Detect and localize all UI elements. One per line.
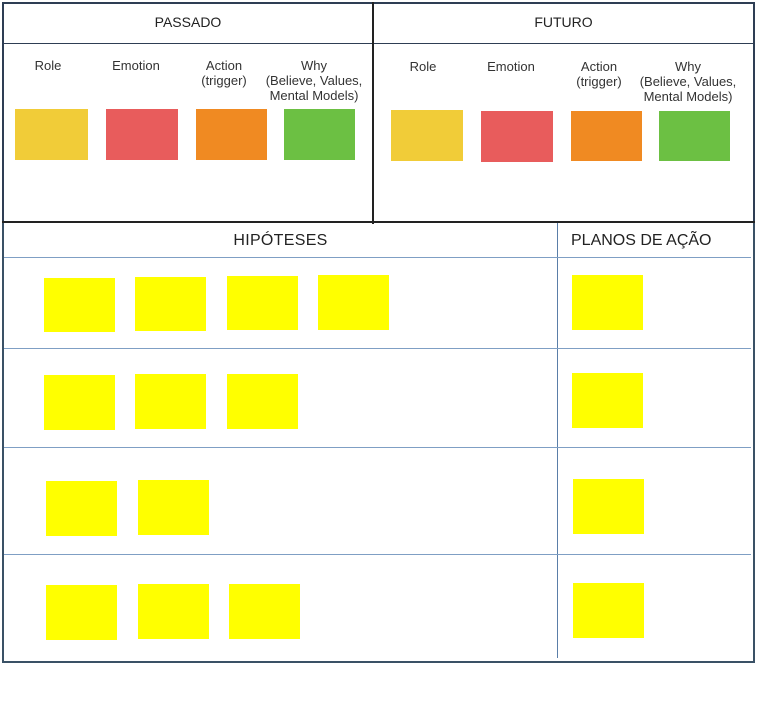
hypothesis-note[interactable] (138, 480, 209, 535)
top-frame-left (2, 2, 4, 224)
past-role-card[interactable] (15, 109, 88, 160)
future-role-label: Role (409, 59, 437, 74)
future-title: FUTURO (534, 14, 593, 30)
past-role-label: Role (34, 58, 62, 73)
future-role-card[interactable] (391, 110, 463, 161)
hypothesis-note[interactable] (46, 585, 117, 640)
past-title: PASSADO (154, 14, 222, 30)
future-action-label: Action (trigger) (576, 59, 622, 89)
future-why-label: Why (Believe, Values, Mental Models) (639, 59, 737, 104)
hypothesis-note[interactable] (44, 375, 115, 430)
action-plan-note[interactable] (573, 479, 644, 534)
past-emotion-label: Emotion (112, 58, 160, 73)
future-emotion-label: Emotion (487, 59, 535, 74)
bottom-frame-right (753, 223, 755, 663)
action-plans-title: PLANOS DE AÇÃO (571, 232, 712, 249)
top-center-divider (372, 2, 374, 224)
top-header-divider (2, 43, 755, 44)
bottom-column-divider (557, 223, 558, 658)
bottom-frame-left (2, 223, 4, 663)
past-action-label: Action (trigger) (201, 58, 247, 88)
hypothesis-note[interactable] (46, 481, 117, 536)
hypothesis-note[interactable] (229, 584, 300, 639)
action-plan-note[interactable] (572, 373, 643, 428)
past-why-card[interactable] (284, 109, 355, 160)
future-why-card[interactable] (659, 111, 730, 161)
top-bottom-divider (2, 221, 755, 223)
hypothesis-note[interactable] (44, 278, 115, 332)
future-action-card[interactable] (571, 111, 642, 161)
row-divider-4 (4, 554, 751, 555)
action-plan-note[interactable] (572, 275, 643, 330)
hypothesis-note[interactable] (135, 277, 206, 331)
hypothesis-note[interactable] (227, 374, 298, 429)
hypothesis-note[interactable] (227, 276, 298, 330)
hypotheses-title: HIPÓTESES (233, 232, 328, 249)
future-emotion-card[interactable] (481, 111, 553, 162)
row-divider-1 (4, 257, 751, 258)
hypothesis-note[interactable] (135, 374, 206, 429)
action-plan-note[interactable] (573, 583, 644, 638)
row-divider-2 (4, 348, 751, 349)
top-frame-right (753, 2, 755, 224)
past-emotion-card[interactable] (106, 109, 178, 160)
past-action-card[interactable] (196, 109, 267, 160)
hypothesis-note[interactable] (138, 584, 209, 639)
bottom-frame-bottom (2, 661, 755, 663)
row-divider-3 (4, 447, 751, 448)
hypothesis-note[interactable] (318, 275, 389, 330)
top-frame-top (2, 2, 755, 4)
past-why-label: Why (Believe, Values, Mental Models) (265, 58, 363, 103)
